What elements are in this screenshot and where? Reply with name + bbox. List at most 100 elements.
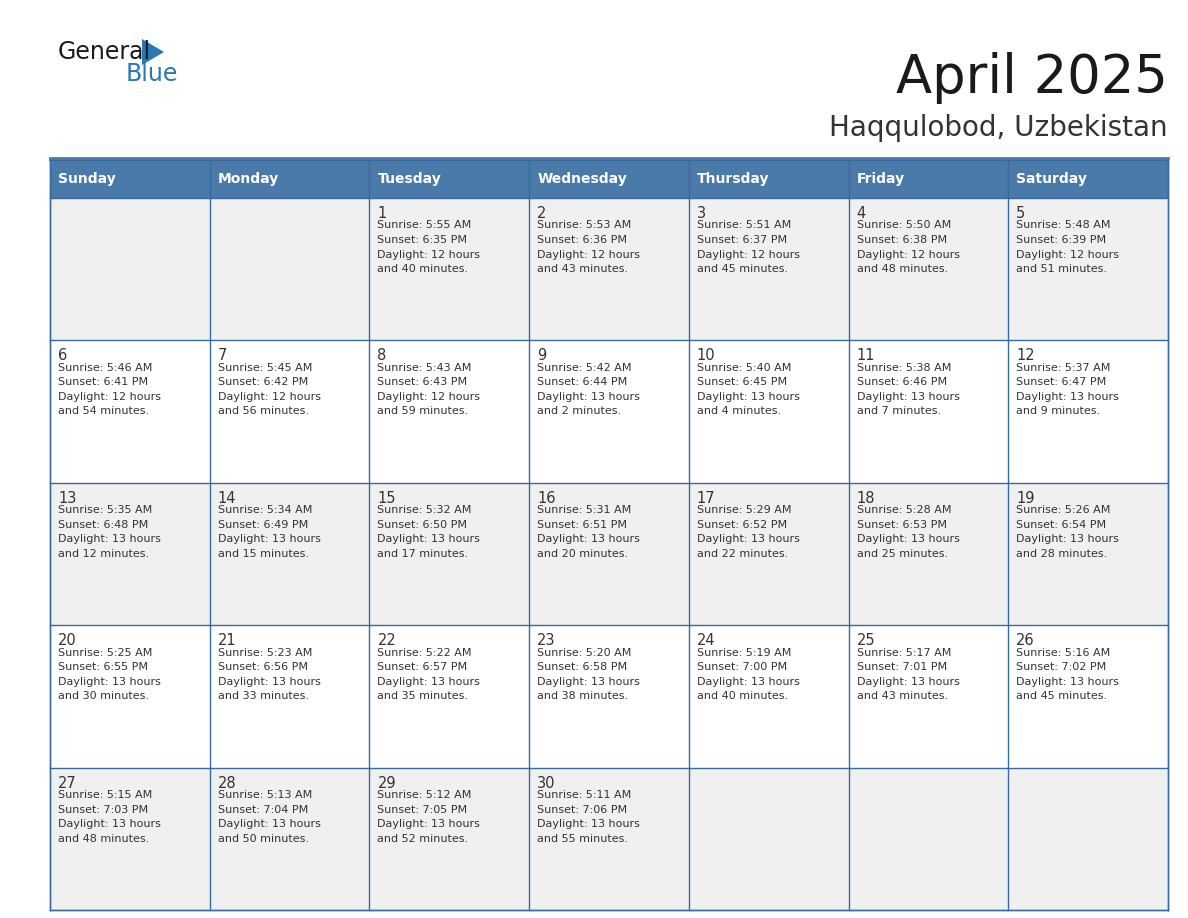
Text: 23: 23 xyxy=(537,633,556,648)
Text: and 7 minutes.: and 7 minutes. xyxy=(857,407,941,417)
Text: and 40 minutes.: and 40 minutes. xyxy=(378,264,468,274)
Text: 26: 26 xyxy=(1016,633,1035,648)
Text: Daylight: 12 hours: Daylight: 12 hours xyxy=(1016,250,1119,260)
Bar xyxy=(529,767,689,910)
Bar xyxy=(210,160,369,198)
Text: Sunset: 6:51 PM: Sunset: 6:51 PM xyxy=(537,520,627,530)
Bar xyxy=(50,767,210,910)
Text: Sunset: 6:56 PM: Sunset: 6:56 PM xyxy=(217,662,308,672)
Text: Sunset: 6:36 PM: Sunset: 6:36 PM xyxy=(537,235,627,245)
Text: 13: 13 xyxy=(58,491,76,506)
Text: Sunrise: 5:46 AM: Sunrise: 5:46 AM xyxy=(58,363,152,373)
Text: Sunset: 6:58 PM: Sunset: 6:58 PM xyxy=(537,662,627,672)
Text: 18: 18 xyxy=(857,491,876,506)
Text: Sunrise: 5:19 AM: Sunrise: 5:19 AM xyxy=(697,648,791,657)
Text: Sunrise: 5:16 AM: Sunrise: 5:16 AM xyxy=(1016,648,1111,657)
Text: Daylight: 13 hours: Daylight: 13 hours xyxy=(378,677,480,687)
Bar xyxy=(210,483,369,625)
Text: and 17 minutes.: and 17 minutes. xyxy=(378,549,468,559)
Text: Friday: Friday xyxy=(857,172,905,186)
Text: Sunrise: 5:45 AM: Sunrise: 5:45 AM xyxy=(217,363,312,373)
Text: Sunset: 6:50 PM: Sunset: 6:50 PM xyxy=(378,520,467,530)
Text: Sunrise: 5:22 AM: Sunrise: 5:22 AM xyxy=(378,648,472,657)
Bar xyxy=(210,767,369,910)
Text: 24: 24 xyxy=(697,633,715,648)
Text: Haqqulobod, Uzbekistan: Haqqulobod, Uzbekistan xyxy=(829,114,1168,142)
Bar xyxy=(50,483,210,625)
Bar xyxy=(1009,160,1168,198)
Text: and 35 minutes.: and 35 minutes. xyxy=(378,691,468,701)
Text: Sunrise: 5:20 AM: Sunrise: 5:20 AM xyxy=(537,648,632,657)
Bar xyxy=(50,198,210,341)
Text: Sunset: 7:04 PM: Sunset: 7:04 PM xyxy=(217,804,308,814)
Text: Daylight: 13 hours: Daylight: 13 hours xyxy=(697,677,800,687)
Text: and 40 minutes.: and 40 minutes. xyxy=(697,691,788,701)
Text: 7: 7 xyxy=(217,349,227,364)
Text: 3: 3 xyxy=(697,206,706,221)
Text: Sunrise: 5:34 AM: Sunrise: 5:34 AM xyxy=(217,505,312,515)
Text: Tuesday: Tuesday xyxy=(378,172,441,186)
Text: 12: 12 xyxy=(1016,349,1035,364)
Text: 28: 28 xyxy=(217,776,236,790)
Text: Daylight: 13 hours: Daylight: 13 hours xyxy=(217,534,321,544)
Text: Sunrise: 5:32 AM: Sunrise: 5:32 AM xyxy=(378,505,472,515)
Bar xyxy=(210,198,369,341)
Text: and 38 minutes.: and 38 minutes. xyxy=(537,691,628,701)
Bar xyxy=(529,625,689,767)
Text: Daylight: 13 hours: Daylight: 13 hours xyxy=(1016,677,1119,687)
Bar xyxy=(529,160,689,198)
Text: Sunrise: 5:40 AM: Sunrise: 5:40 AM xyxy=(697,363,791,373)
Text: Sunset: 6:42 PM: Sunset: 6:42 PM xyxy=(217,377,308,387)
Text: and 54 minutes.: and 54 minutes. xyxy=(58,407,150,417)
Text: Saturday: Saturday xyxy=(1016,172,1087,186)
Text: 9: 9 xyxy=(537,349,546,364)
Bar xyxy=(848,160,1009,198)
Text: Sunrise: 5:15 AM: Sunrise: 5:15 AM xyxy=(58,790,152,800)
Text: Daylight: 13 hours: Daylight: 13 hours xyxy=(58,534,160,544)
Bar xyxy=(689,341,848,483)
Text: Sunset: 6:53 PM: Sunset: 6:53 PM xyxy=(857,520,947,530)
Text: and 50 minutes.: and 50 minutes. xyxy=(217,834,309,844)
Text: Daylight: 12 hours: Daylight: 12 hours xyxy=(537,250,640,260)
Text: Sunrise: 5:53 AM: Sunrise: 5:53 AM xyxy=(537,220,631,230)
Text: Sunset: 7:03 PM: Sunset: 7:03 PM xyxy=(58,804,148,814)
Text: and 43 minutes.: and 43 minutes. xyxy=(857,691,948,701)
Text: 29: 29 xyxy=(378,776,396,790)
Text: Daylight: 13 hours: Daylight: 13 hours xyxy=(537,677,640,687)
Text: 30: 30 xyxy=(537,776,556,790)
Bar xyxy=(689,483,848,625)
Bar xyxy=(529,198,689,341)
Text: and 55 minutes.: and 55 minutes. xyxy=(537,834,628,844)
Text: Sunrise: 5:31 AM: Sunrise: 5:31 AM xyxy=(537,505,631,515)
Text: Sunset: 7:01 PM: Sunset: 7:01 PM xyxy=(857,662,947,672)
Text: 6: 6 xyxy=(58,349,68,364)
Text: and 33 minutes.: and 33 minutes. xyxy=(217,691,309,701)
Text: Daylight: 13 hours: Daylight: 13 hours xyxy=(697,392,800,402)
Text: and 9 minutes.: and 9 minutes. xyxy=(1016,407,1100,417)
Text: Sunrise: 5:51 AM: Sunrise: 5:51 AM xyxy=(697,220,791,230)
Bar xyxy=(1009,483,1168,625)
Bar xyxy=(689,625,848,767)
Text: Daylight: 12 hours: Daylight: 12 hours xyxy=(58,392,162,402)
Bar xyxy=(529,483,689,625)
Text: Sunset: 6:39 PM: Sunset: 6:39 PM xyxy=(1016,235,1106,245)
Text: and 2 minutes.: and 2 minutes. xyxy=(537,407,621,417)
Text: Thursday: Thursday xyxy=(697,172,770,186)
Text: 19: 19 xyxy=(1016,491,1035,506)
Text: Sunset: 7:00 PM: Sunset: 7:00 PM xyxy=(697,662,786,672)
Bar xyxy=(369,483,529,625)
Text: Sunrise: 5:48 AM: Sunrise: 5:48 AM xyxy=(1016,220,1111,230)
Text: Sunrise: 5:43 AM: Sunrise: 5:43 AM xyxy=(378,363,472,373)
Text: Sunset: 6:43 PM: Sunset: 6:43 PM xyxy=(378,377,468,387)
Text: Sunset: 6:52 PM: Sunset: 6:52 PM xyxy=(697,520,786,530)
Text: and 48 minutes.: and 48 minutes. xyxy=(58,834,150,844)
Text: and 25 minutes.: and 25 minutes. xyxy=(857,549,948,559)
Text: Sunset: 6:38 PM: Sunset: 6:38 PM xyxy=(857,235,947,245)
Bar xyxy=(50,160,210,198)
Text: and 15 minutes.: and 15 minutes. xyxy=(217,549,309,559)
Text: 22: 22 xyxy=(378,633,396,648)
Text: Daylight: 13 hours: Daylight: 13 hours xyxy=(857,677,960,687)
Text: Daylight: 12 hours: Daylight: 12 hours xyxy=(697,250,800,260)
Text: Blue: Blue xyxy=(126,62,178,86)
Text: Sunrise: 5:50 AM: Sunrise: 5:50 AM xyxy=(857,220,950,230)
